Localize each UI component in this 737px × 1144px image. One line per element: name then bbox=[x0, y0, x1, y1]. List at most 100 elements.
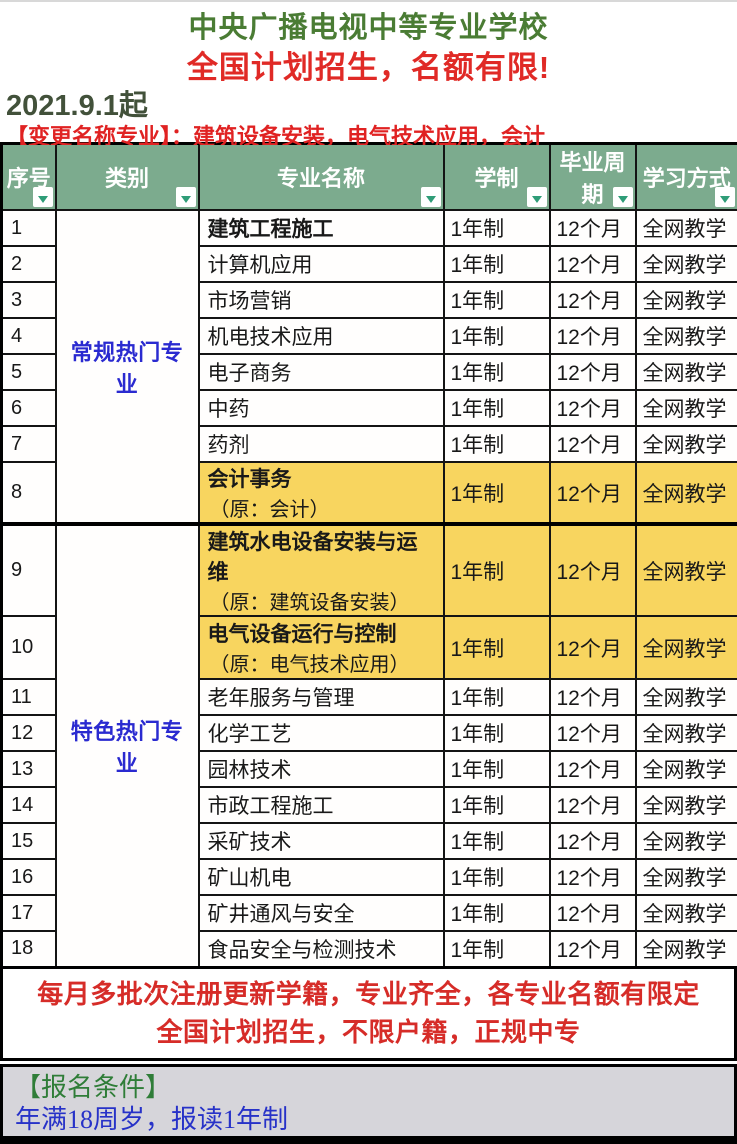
cell-major: 市场营销 bbox=[199, 282, 444, 318]
cell-index: 12 bbox=[2, 715, 56, 751]
triangle-down-icon bbox=[532, 196, 542, 203]
cell-term: 1年制 bbox=[444, 931, 550, 967]
col-header-label: 类别 bbox=[105, 166, 149, 191]
cell-index: 1 bbox=[2, 210, 56, 246]
cell-index: 2 bbox=[2, 246, 56, 282]
cell-mode: 全网教学 bbox=[636, 282, 737, 318]
cell-major: 老年服务与管理 bbox=[199, 679, 444, 715]
filter-icon[interactable] bbox=[715, 187, 735, 207]
col-header-label: 专业名称 bbox=[277, 166, 365, 191]
cell-major: 计算机应用 bbox=[199, 246, 444, 282]
major-name: 矿山机电 bbox=[206, 862, 437, 892]
cell-term: 1年制 bbox=[444, 895, 550, 931]
cell-period: 12个月 bbox=[550, 715, 636, 751]
cell-index: 17 bbox=[2, 895, 56, 931]
cell-period: 12个月 bbox=[550, 462, 636, 524]
major-name: 建筑水电设备安装与运维 bbox=[206, 526, 437, 586]
cell-mode: 全网教学 bbox=[636, 210, 737, 246]
major-name: 园林技术 bbox=[206, 754, 437, 784]
col-header-major: 专业名称 bbox=[199, 144, 444, 211]
cell-term: 1年制 bbox=[444, 715, 550, 751]
major-name: 药剂 bbox=[206, 429, 437, 459]
filter-icon[interactable] bbox=[421, 187, 441, 207]
cell-mode: 全网教学 bbox=[636, 859, 737, 895]
majors-table: 序号 类别 专业名称 学制 毕业周期 学习方式 1 常规热门专业 建筑工程施工 … bbox=[0, 142, 737, 969]
cell-term: 1年制 bbox=[444, 616, 550, 679]
cell-major: 机电技术应用 bbox=[199, 318, 444, 354]
filter-icon[interactable] bbox=[613, 187, 633, 207]
major-former-name: （原：会计） bbox=[206, 493, 437, 522]
filter-icon[interactable] bbox=[33, 187, 53, 207]
cell-major: 建筑水电设备安装与运维（原：建筑设备安装） bbox=[199, 524, 444, 616]
cell-index: 11 bbox=[2, 679, 56, 715]
cell-index: 6 bbox=[2, 390, 56, 426]
cell-index: 18 bbox=[2, 931, 56, 967]
cell-major: 电气设备运行与控制（原：电气技术应用） bbox=[199, 616, 444, 679]
cell-index: 4 bbox=[2, 318, 56, 354]
conditions-text: 年满18周岁，报读1年制 bbox=[15, 1104, 724, 1136]
cell-period: 12个月 bbox=[550, 616, 636, 679]
triangle-down-icon bbox=[38, 196, 48, 203]
cell-mode: 全网教学 bbox=[636, 715, 737, 751]
filter-icon[interactable] bbox=[176, 187, 196, 207]
cell-index: 14 bbox=[2, 787, 56, 823]
cell-term: 1年制 bbox=[444, 859, 550, 895]
cell-index: 15 bbox=[2, 823, 56, 859]
cell-major: 药剂 bbox=[199, 426, 444, 462]
enrollment-slogan: 全国计划招生，名额有限! bbox=[0, 48, 737, 88]
application-conditions-block: 【报名条件】 年满18周岁，报读1年制 bbox=[0, 1064, 737, 1144]
major-name: 采矿技术 bbox=[206, 826, 437, 856]
conditions-heading: 【报名条件】 bbox=[15, 1072, 724, 1104]
cell-period: 12个月 bbox=[550, 390, 636, 426]
cell-mode: 全网教学 bbox=[636, 354, 737, 390]
major-name: 市场营销 bbox=[206, 285, 437, 315]
notice-line-2: 全国计划招生，不限户籍，正规中专 bbox=[156, 1015, 580, 1049]
major-name: 市政工程施工 bbox=[206, 790, 437, 820]
cell-mode: 全网教学 bbox=[636, 895, 737, 931]
cell-term: 1年制 bbox=[444, 318, 550, 354]
school-title: 中央广播电视中等专业学校 bbox=[0, 10, 737, 46]
triangle-down-icon bbox=[181, 196, 191, 203]
col-header-category: 类别 bbox=[56, 144, 199, 211]
major-name: 中药 bbox=[206, 393, 437, 423]
major-name: 机电技术应用 bbox=[206, 321, 437, 351]
cell-term: 1年制 bbox=[444, 354, 550, 390]
cell-major: 食品安全与检测技术 bbox=[199, 931, 444, 967]
cell-mode: 全网教学 bbox=[636, 679, 737, 715]
cell-major: 采矿技术 bbox=[199, 823, 444, 859]
major-name: 电子商务 bbox=[206, 357, 437, 387]
cell-period: 12个月 bbox=[550, 354, 636, 390]
col-header-mode: 学习方式 bbox=[636, 144, 737, 211]
cell-major: 电子商务 bbox=[199, 354, 444, 390]
table-row-highlighted: 9 特色热门专业 建筑水电设备安装与运维（原：建筑设备安装） 1年制 12个月 … bbox=[2, 524, 737, 616]
category-cell-special: 特色热门专业 bbox=[56, 524, 199, 967]
enrollment-notice-block: 每月多批次注册更新学籍，专业齐全，各专业名额有限定 全国计划招生，不限户籍，正规… bbox=[0, 969, 737, 1061]
col-header-term: 学制 bbox=[444, 144, 550, 211]
major-former-name: （原：电气技术应用） bbox=[206, 648, 437, 677]
cell-index: 8 bbox=[2, 462, 56, 524]
cell-mode: 全网教学 bbox=[636, 318, 737, 354]
cell-major: 建筑工程施工 bbox=[199, 210, 444, 246]
cell-period: 12个月 bbox=[550, 426, 636, 462]
major-name: 化学工艺 bbox=[206, 718, 437, 748]
cell-major: 中药 bbox=[199, 390, 444, 426]
cell-term: 1年制 bbox=[444, 679, 550, 715]
filter-icon[interactable] bbox=[527, 187, 547, 207]
cell-period: 12个月 bbox=[550, 787, 636, 823]
cell-term: 1年制 bbox=[444, 751, 550, 787]
cell-period: 12个月 bbox=[550, 524, 636, 616]
cell-mode: 全网教学 bbox=[636, 462, 737, 524]
cell-term: 1年制 bbox=[444, 246, 550, 282]
notice-line-1: 每月多批次注册更新学籍，专业齐全，各专业名额有限定 bbox=[37, 977, 700, 1011]
major-former-name: （原：建筑设备安装） bbox=[206, 586, 437, 615]
cell-major: 化学工艺 bbox=[199, 715, 444, 751]
col-header-label: 学制 bbox=[474, 166, 518, 191]
cell-period: 12个月 bbox=[550, 823, 636, 859]
cell-index: 7 bbox=[2, 426, 56, 462]
cell-mode: 全网教学 bbox=[636, 823, 737, 859]
cell-term: 1年制 bbox=[444, 210, 550, 246]
major-name: 食品安全与检测技术 bbox=[206, 934, 437, 964]
cell-index: 16 bbox=[2, 859, 56, 895]
cell-period: 12个月 bbox=[550, 210, 636, 246]
cell-term: 1年制 bbox=[444, 823, 550, 859]
